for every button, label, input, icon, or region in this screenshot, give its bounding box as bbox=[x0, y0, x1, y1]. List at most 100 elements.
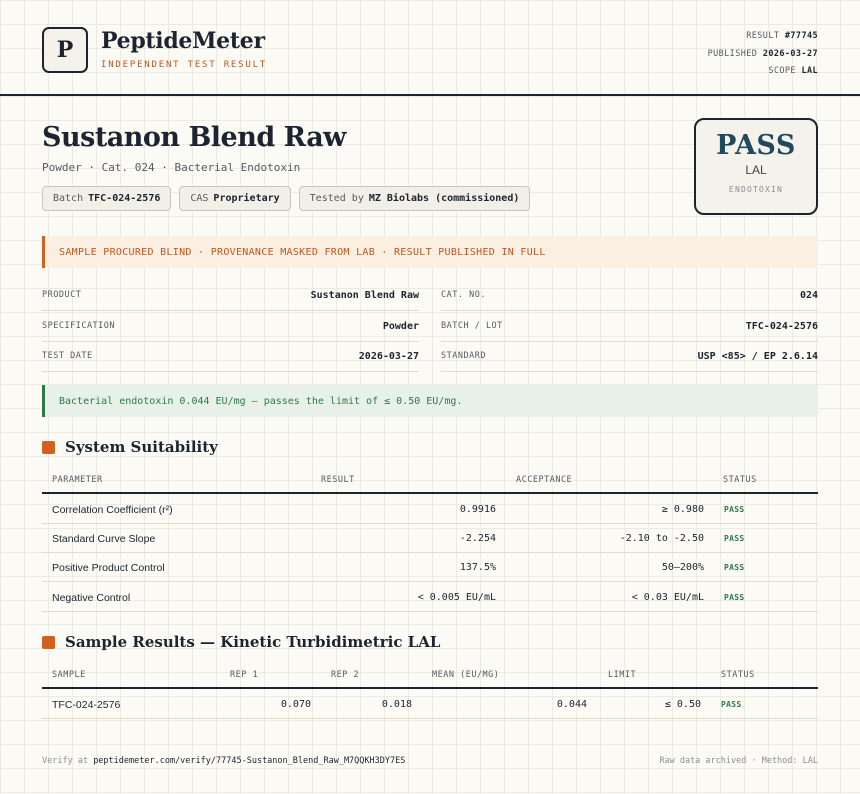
chip-cas-label: CAS bbox=[190, 193, 209, 204]
section-system-suitability: System Suitability bbox=[42, 438, 218, 456]
report-header: P PeptideMeter INDEPENDENT TEST RESULT R… bbox=[0, 0, 860, 96]
brand-subtitle: INDEPENDENT TEST RESULT bbox=[101, 60, 268, 70]
meta-published: PUBLISHED 2026-03-27 bbox=[708, 46, 818, 64]
brand-logo: P bbox=[42, 27, 88, 73]
result-meta: RESULT #77745 PUBLISHED 2026-03-27 SCOPE… bbox=[708, 28, 818, 81]
table-row: Correlation Coefficient (r²) 0.9916 ≥ 0.… bbox=[42, 495, 818, 524]
info-cat-no-key: CAT. NO. bbox=[441, 290, 486, 300]
table-header: PARAMETER RESULT ACCEPTANCE STATUS bbox=[42, 466, 818, 494]
page-subtitle: Powder · Cat. 024 · Bacterial Endotoxin bbox=[42, 161, 301, 174]
meta-result: RESULT #77745 bbox=[708, 28, 818, 46]
info-test-date: TEST DATE 2026-03-27 bbox=[42, 341, 419, 372]
info-specification-value: Powder bbox=[382, 320, 419, 332]
result-summary: Bacterial endotoxin 0.044 EU/mg — passes… bbox=[42, 385, 818, 417]
status-badge: PASS bbox=[721, 700, 742, 709]
row-sample: TFC-024-2576 bbox=[52, 699, 121, 711]
chip-batch-label: Batch bbox=[53, 193, 84, 204]
verify-label: Verify at bbox=[42, 756, 89, 766]
th-limit: LIMIT bbox=[608, 670, 637, 680]
chip-batch: Batch TFC-024-2576 bbox=[42, 186, 172, 211]
row-limit: ≤ 0.50 bbox=[664, 699, 701, 710]
footer-method-note: Raw data archived · Method: LAL bbox=[659, 756, 818, 766]
meta-scope-value: LAL bbox=[801, 66, 818, 76]
row-acceptance: 50–200% bbox=[661, 562, 704, 573]
info-test-date-key: TEST DATE bbox=[42, 351, 93, 361]
th-mean: MEAN (EU/MG) bbox=[432, 670, 500, 680]
row-parameter: Negative Control bbox=[52, 592, 131, 604]
meta-scope-label: SCOPE bbox=[768, 66, 796, 76]
verdict-stamp: PASS LAL ENDOTOXIN bbox=[694, 118, 818, 215]
row-parameter: Correlation Coefficient (r²) bbox=[52, 504, 173, 516]
meta-scope: SCOPE LAL bbox=[708, 63, 818, 81]
page-title: Sustanon Blend Raw bbox=[42, 122, 346, 153]
table-row: Standard Curve Slope -2.254 -2.10 to -2.… bbox=[42, 524, 818, 553]
info-product: PRODUCT Sustanon Blend Raw bbox=[42, 280, 419, 311]
info-specification: SPECIFICATION Powder bbox=[42, 311, 419, 342]
row-result: 137.5% bbox=[459, 562, 496, 573]
meta-published-label: PUBLISHED bbox=[707, 48, 758, 59]
row-parameter: Standard Curve Slope bbox=[52, 533, 156, 545]
table-row: Negative Control < 0.005 EU/mL < 0.03 EU… bbox=[42, 583, 818, 612]
th-status: STATUS bbox=[721, 670, 755, 680]
info-batch-key: BATCH / LOT bbox=[441, 321, 503, 331]
section-marker-icon bbox=[42, 635, 55, 649]
status-badge: PASS bbox=[724, 563, 745, 572]
row-rep1: 0.070 bbox=[280, 699, 311, 710]
status-badge: PASS bbox=[724, 534, 745, 543]
meta-published-value: 2026-03-27 bbox=[762, 48, 818, 59]
report-footer: Verify at peptidemeter.com/verify/77745-… bbox=[42, 756, 818, 766]
section-marker-icon bbox=[42, 440, 55, 454]
th-status: STATUS bbox=[723, 475, 757, 485]
th-rep2: REP 2 bbox=[331, 670, 360, 680]
chip-tested-by: Tested by MZ Biolabs (commissioned) bbox=[298, 186, 531, 211]
th-acceptance: ACCEPTANCE bbox=[516, 475, 573, 485]
verify-link[interactable]: peptidemeter.com/verify/77745-Sustanon_B… bbox=[93, 756, 406, 766]
section-system-suitability-title: System Suitability bbox=[65, 438, 218, 456]
table-row: TFC-024-2576 0.070 0.018 0.044 ≤ 0.50 PA… bbox=[42, 690, 818, 719]
row-result: -2.254 bbox=[459, 533, 496, 544]
status-badge: PASS bbox=[724, 593, 745, 602]
row-result: < 0.005 EU/mL bbox=[417, 592, 496, 603]
chip-cas-value: Proprietary bbox=[213, 193, 280, 204]
row-parameter: Positive Product Control bbox=[52, 562, 165, 574]
meta-result-value: #77745 bbox=[784, 31, 818, 41]
table-row: Positive Product Control 137.5% 50–200% … bbox=[42, 553, 818, 582]
info-test-date-value: 2026-03-27 bbox=[358, 350, 419, 362]
stamp-verdict: PASS bbox=[716, 130, 796, 161]
th-parameter: PARAMETER bbox=[52, 475, 103, 485]
th-result: RESULT bbox=[321, 475, 355, 485]
chip-batch-value: TFC-024-2576 bbox=[88, 193, 161, 204]
info-product-key: PRODUCT bbox=[42, 290, 82, 300]
info-cat-no: CAT. NO. 024 bbox=[441, 280, 818, 311]
info-specification-key: SPECIFICATION bbox=[42, 321, 116, 331]
stamp-category: ENDOTOXIN bbox=[728, 185, 784, 194]
verify-line: Verify at peptidemeter.com/verify/77745-… bbox=[42, 756, 405, 766]
info-product-value: Sustanon Blend Raw bbox=[310, 289, 419, 301]
info-batch: BATCH / LOT TFC-024-2576 bbox=[441, 311, 818, 342]
info-batch-value: TFC-024-2576 bbox=[745, 320, 818, 332]
chip-tested-by-value: MZ Biolabs (commissioned) bbox=[368, 193, 520, 204]
row-mean: 0.044 bbox=[556, 699, 587, 710]
info-standard-value: USP <85> / EP 2.6.14 bbox=[697, 350, 818, 362]
chip-tested-by-label: Tested by bbox=[309, 193, 364, 204]
row-rep2: 0.018 bbox=[381, 699, 412, 710]
info-chips: Batch TFC-024-2576 CAS Proprietary Tested … bbox=[42, 186, 531, 211]
section-sample-results-title: Sample Results — Kinetic Turbidimetric L… bbox=[65, 633, 441, 651]
table-header: SAMPLE REP 1 REP 2 MEAN (EU/MG) LIMIT ST… bbox=[42, 661, 818, 689]
blind-notice: SAMPLE PROCURED BLIND · PROVENANCE MASKE… bbox=[42, 236, 818, 268]
info-cat-no-value: 024 bbox=[799, 289, 818, 301]
row-acceptance: -2.10 to -2.50 bbox=[619, 533, 704, 544]
row-acceptance: < 0.03 EU/mL bbox=[631, 592, 704, 603]
chip-cas: CAS Proprietary bbox=[179, 186, 291, 211]
th-rep1: REP 1 bbox=[230, 670, 259, 680]
section-sample-results: Sample Results — Kinetic Turbidimetric L… bbox=[42, 633, 440, 651]
info-standard-key: STANDARD bbox=[441, 351, 486, 361]
info-standard: STANDARD USP <85> / EP 2.6.14 bbox=[441, 341, 818, 372]
stamp-method: LAL bbox=[745, 163, 767, 177]
row-result: 0.9916 bbox=[459, 504, 496, 515]
status-badge: PASS bbox=[724, 505, 745, 514]
brand-name: PeptideMeter bbox=[101, 28, 265, 54]
th-sample: SAMPLE bbox=[52, 670, 86, 680]
row-acceptance: ≥ 0.980 bbox=[661, 504, 704, 515]
meta-result-label: RESULT bbox=[746, 31, 780, 41]
